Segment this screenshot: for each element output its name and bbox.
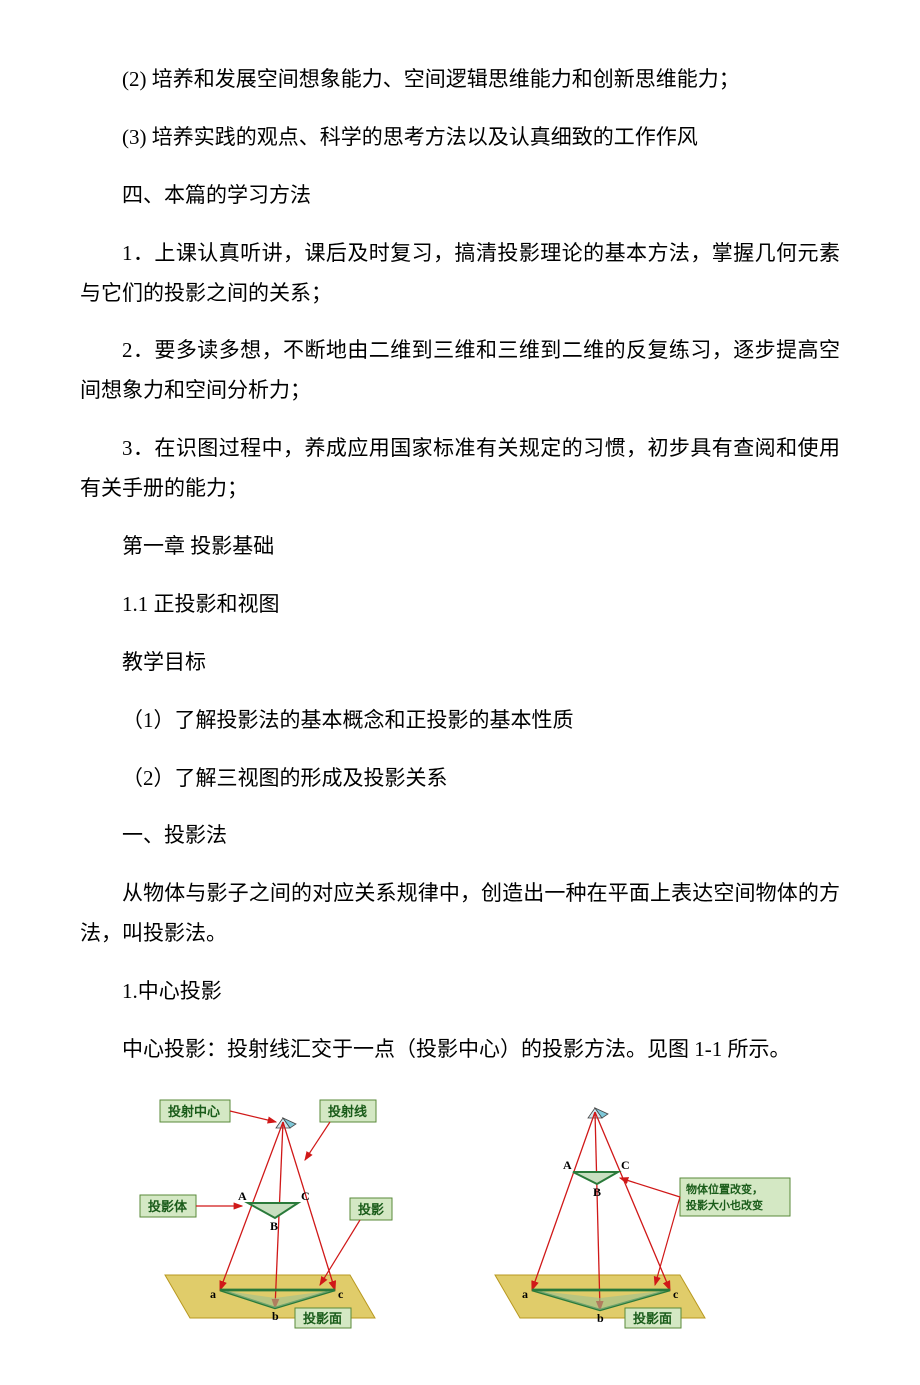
point-c: c [338, 1287, 344, 1301]
point-b: b [272, 1309, 279, 1323]
paragraph-goal-2: （2）了解三视图的形成及投影关系 [80, 759, 840, 799]
point-C-right: C [621, 1158, 630, 1172]
heading-section-4: 四、本篇的学习方法 [80, 176, 840, 216]
label-projection-center: 投射中心 [168, 1104, 220, 1119]
point-B-right: B [593, 1185, 601, 1199]
paragraph-skill-3: (3) 培养实践的观点、科学的思考方法以及认真细致的工作作风 [80, 118, 840, 158]
paragraph-skill-2: (2) 培养和发展空间想象能力、空间逻辑思维能力和创新思维能力； [80, 60, 840, 100]
label-projection-plane-right: 投影面 [633, 1311, 672, 1326]
point-A: A [238, 1189, 247, 1203]
point-b-right: b [597, 1311, 604, 1325]
paragraph-central-projection-def: 中心投影：投射线汇交于一点（投影中心）的投影方法。见图 1-1 所示。 [80, 1030, 840, 1070]
figure-left: A B C a b c 投射中心 投射线 投影体 投影 [120, 1090, 430, 1345]
paragraph-method-2: 2．要多读多想，不断地由二维到三维和三维到二维的反复练习，逐步提高空间想象力和空… [80, 331, 840, 411]
label-projection-body: 投影体 [148, 1199, 188, 1214]
paragraph-goal-1: （1）了解投影法的基本概念和正投影的基本性质 [80, 701, 840, 741]
point-B: B [270, 1219, 278, 1233]
heading-central-projection: 1.中心投影 [80, 972, 840, 1012]
label-projection-plane: 投影面 [303, 1311, 342, 1326]
point-A-right: A [563, 1158, 572, 1172]
point-c-right: c [673, 1287, 679, 1301]
paragraph-projection-def: 从物体与影子之间的对应关系规律中，创造出一种在平面上表达空间物体的方法，叫投影法… [80, 874, 840, 954]
label-projection: 投影 [358, 1202, 384, 1217]
label-change-line1: 物体位置改变， [686, 1182, 763, 1196]
paragraph-method-1: 1．上课认真听讲，课后及时复习，搞清投影理论的基本方法，掌握几何元素与它们的投影… [80, 234, 840, 314]
label-projection-ray: 投射线 [328, 1104, 367, 1119]
heading-section-1-1: 1.1 正投影和视图 [80, 585, 840, 625]
point-a: a [210, 1287, 216, 1301]
figure-1-1: A B C a b c 投射中心 投射线 投影体 投影 [80, 1090, 840, 1345]
heading-teaching-goal: 教学目标 [80, 643, 840, 683]
heading-projection-method: 一、投影法 [80, 816, 840, 856]
point-C: C [301, 1189, 310, 1203]
label-change-line2: 投影大小也改变 [686, 1198, 763, 1212]
paragraph-method-3: 3．在识图过程中，养成应用国家标准有关规定的习惯，初步具有查阅和使用有关手册的能… [80, 429, 840, 509]
figure-right: A B C a b c 物体位置改变， 投影大小也改变 投影面 [470, 1090, 800, 1345]
heading-chapter-1: 第一章 投影基础 [80, 527, 840, 567]
point-a-right: a [522, 1287, 528, 1301]
